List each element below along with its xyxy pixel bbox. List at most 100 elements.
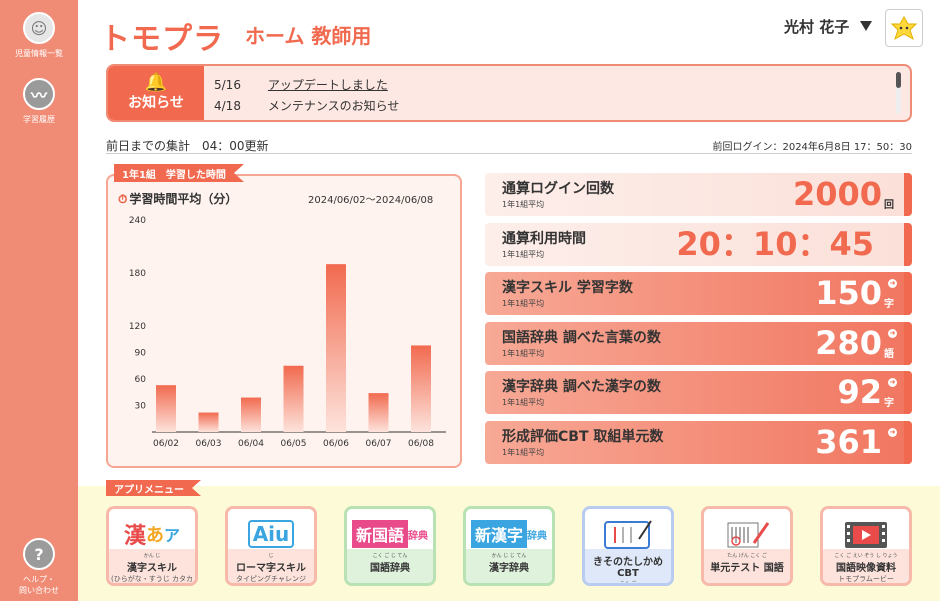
x-tick-label: 06/06 <box>323 439 349 449</box>
stat-edge <box>904 173 912 216</box>
stat-unit: 字 <box>884 299 894 310</box>
y-tick-label: 60 <box>135 375 147 385</box>
app-ruby: じ <box>268 553 274 559</box>
y-tick-label: 180 <box>129 269 146 279</box>
stat-card[interactable]: 国語辞典 調べた言葉の数 1年1組平均 280 語 ➜ <box>485 322 912 365</box>
stat-unit: 回 <box>884 200 894 211</box>
app-ruby: かん じ じ てん <box>491 553 527 559</box>
bar-06/07 <box>368 393 389 432</box>
notice-label: 🔔 お知らせ <box>108 66 204 120</box>
y-tick-label: 240 <box>129 216 146 226</box>
app-label: 国語映像資料 <box>836 563 896 574</box>
arrow-right-icon: ➜ <box>888 279 897 288</box>
app-ruby: こく ご じ てん <box>372 553 408 559</box>
notice-title: お知らせ <box>128 95 184 111</box>
help-button[interactable]: ? ヘルプ・ 問い合わせ <box>0 538 78 596</box>
sidebar: ☺ 児童情報一覧 〰 学習履歴 ? ヘルプ・ 問い合わせ <box>0 0 78 601</box>
user-name[interactable]: 光村 花子 <box>784 18 850 36</box>
x-tick-label: 06/04 <box>238 439 264 449</box>
app-ruby: こく ご えい ぞう し りょう <box>834 553 898 559</box>
stat-unit: 語 <box>884 349 894 360</box>
app-icon: Aiu <box>228 509 314 559</box>
notice-link[interactable]: メンテナンスのお知らせ <box>267 99 400 113</box>
character-icon <box>890 15 918 41</box>
app-unit-test-button[interactable]: たん げん こく ご単元テスト 国語 <box>701 506 793 586</box>
x-tick-label: 06/07 <box>366 439 392 449</box>
app-kokugo-dictionary-button[interactable]: 新国語 辞典 こく ご じ てん 国語辞典 <box>344 506 436 586</box>
bar-06/02 <box>156 385 176 432</box>
y-tick-label: 30 <box>135 402 147 412</box>
stat-sub: 1年1組平均 <box>502 299 545 308</box>
app-kanji-dictionary-button[interactable]: 新漢字 辞典 かん じ じ てん 漢字辞典 <box>463 506 555 586</box>
app-ruby: かん じ <box>143 553 161 559</box>
app-label: 単元テスト 国語 <box>710 563 784 574</box>
app-icon: 漢あア <box>123 524 181 549</box>
clock-icon: ⏱ <box>118 192 128 206</box>
stat-edge <box>904 223 912 266</box>
stat-sub: 1年1組平均 <box>502 250 545 259</box>
app-label: 漢字スキル <box>127 563 177 574</box>
stat-name: 漢字辞典 調べた漢字の数 <box>502 379 661 395</box>
stat-edge <box>904 421 912 464</box>
stat-name: 通算利用時間 <box>502 231 586 247</box>
notice-scrollbar[interactable] <box>896 72 901 114</box>
stat-value: 280 <box>815 324 882 362</box>
stat-edge <box>904 322 912 365</box>
smiley-icon: ☺ <box>23 12 55 44</box>
notice-date: 5/16 <box>214 78 241 92</box>
app-video-materials-button[interactable]: こく ご えい ぞう し りょう 国語映像資料 トモプラムービー <box>820 506 912 586</box>
page-title: ホーム 教師用 <box>245 24 372 48</box>
chart-tag: 1年1組 学習した時間 <box>114 164 244 182</box>
stat-value: 361 <box>815 423 882 461</box>
help-label: ヘルプ・ <box>23 575 55 584</box>
app-label: ローマ字スキル <box>236 563 306 574</box>
app-label-box: じローマ字スキル タイピングチャレンジ <box>228 549 314 583</box>
bell-icon: 🔔 <box>144 72 168 93</box>
stat-sub: 1年1組平均 <box>502 200 545 209</box>
divider <box>106 153 912 154</box>
stat-unit: 字 <box>884 398 894 409</box>
arrow-right-icon: ➜ <box>888 428 897 437</box>
stat-edge <box>904 371 912 414</box>
notice-link[interactable]: アップデートしました <box>267 78 388 92</box>
app-label: 漢字辞典 <box>489 563 529 574</box>
sidebar-item-label: 児童情報一覧 <box>15 49 63 58</box>
app-sub: タイピングチャレンジ <box>236 575 306 583</box>
stat-sub: 1年1組平均 <box>502 448 545 457</box>
notice-panel: 🔔 お知らせ 5/16 アップデートしました 4/18 メンテナンスのお知らせ <box>106 64 912 122</box>
chevron-down-icon[interactable] <box>860 21 872 31</box>
app-romaji-skill-button[interactable]: Aiu じローマ字スキル タイピングチャレンジ <box>225 506 317 586</box>
stat-value: 20：10：45 <box>676 225 874 263</box>
y-tick-label: 120 <box>129 322 146 332</box>
stat-card: 通算ログイン回数 1年1組平均 2000 回 <box>485 173 912 216</box>
stat-edge <box>904 272 912 315</box>
app-icon: 新国語 辞典 <box>347 509 433 559</box>
sidebar-item-label: 学習履歴 <box>23 115 55 124</box>
sidebar-item-student-list[interactable]: ☺ 児童情報一覧 <box>0 12 78 59</box>
bar-06/05 <box>283 365 304 432</box>
help-label-2: 問い合わせ <box>19 586 59 595</box>
bar-06/06 <box>326 264 346 432</box>
notice-item[interactable]: 4/18 メンテナンスのお知らせ <box>214 97 399 114</box>
bar-06/04 <box>241 397 261 432</box>
sidebar-item-learning-history[interactable]: 〰 学習履歴 <box>0 78 78 125</box>
bar-06/08 <box>411 345 431 432</box>
stat-card[interactable]: 漢字スキル 学習字数 1年1組平均 150 字 ➜ <box>485 272 912 315</box>
stat-card: 通算利用時間 1年1組平均 20：10：45 <box>485 223 912 266</box>
avatar[interactable] <box>885 9 923 47</box>
chart-title-text: 学習時間平均（分） <box>129 192 238 206</box>
stat-value: 2000 <box>792 175 882 213</box>
x-tick-label: 06/05 <box>281 439 307 449</box>
bar-chart: 30 60 90 120 180 240 06/02 06/03 06/04 06/05 06/06… <box>129 216 446 449</box>
app-menu-tag: アプリメニュー <box>106 480 201 496</box>
stat-card[interactable]: 漢字辞典 調べた漢字の数 1年1組平均 92 字 ➜ <box>485 371 912 414</box>
question-icon: ? <box>23 538 55 570</box>
arrow-right-icon: ➜ <box>888 378 897 387</box>
notice-item[interactable]: 5/16 アップデートしました <box>214 76 388 93</box>
app-logo[interactable]: トモプラ <box>100 22 224 57</box>
app-icon <box>823 509 909 559</box>
app-label-box: こく ご えい ぞう し りょう 国語映像資料 トモプラムービー <box>823 549 909 583</box>
stat-card[interactable]: 形成評価CBT 取組単元数 1年1組平均 361 ➜ <box>485 421 912 464</box>
